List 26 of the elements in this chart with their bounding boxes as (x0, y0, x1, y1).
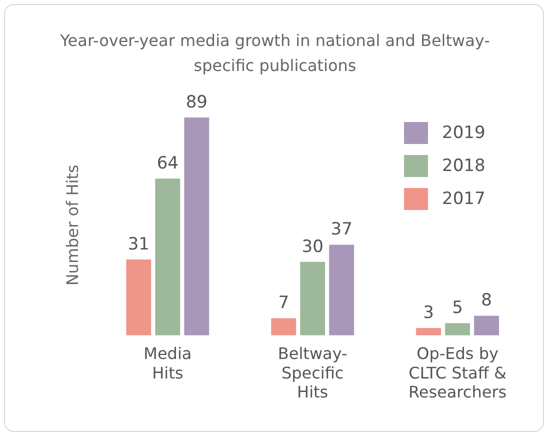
legend-label: 2017 (442, 188, 486, 208)
bar (155, 178, 180, 336)
bar (329, 244, 354, 336)
data-label: 7 (278, 293, 290, 314)
x-tick-label: Beltway- Specific Hits (278, 344, 348, 402)
x-tick-label: Op-Eds by CLTC Staff & Researchers (408, 344, 507, 402)
legend-label: 2019 (442, 122, 486, 142)
chart-title: Year-over-year media growth in national and Beltway-specific publications (59, 30, 491, 77)
data-label: 31 (128, 234, 150, 254)
bar (300, 262, 326, 336)
bar (271, 318, 296, 336)
data-label: 30 (302, 236, 324, 257)
data-label: 89 (186, 92, 208, 112)
y-axis-title: Number of Hits (62, 164, 82, 286)
x-tick-label: Media Hits (144, 344, 192, 382)
data-label: 3 (423, 302, 434, 323)
data-label: 37 (330, 220, 352, 240)
bar (184, 117, 210, 336)
bar (416, 328, 442, 336)
legend-label: 2018 (442, 156, 486, 176)
data-label: 5 (452, 298, 463, 318)
data-label: 8 (481, 290, 492, 311)
bar (474, 316, 499, 336)
bar (445, 323, 470, 336)
bar (126, 259, 152, 336)
data-label: 64 (156, 154, 178, 174)
